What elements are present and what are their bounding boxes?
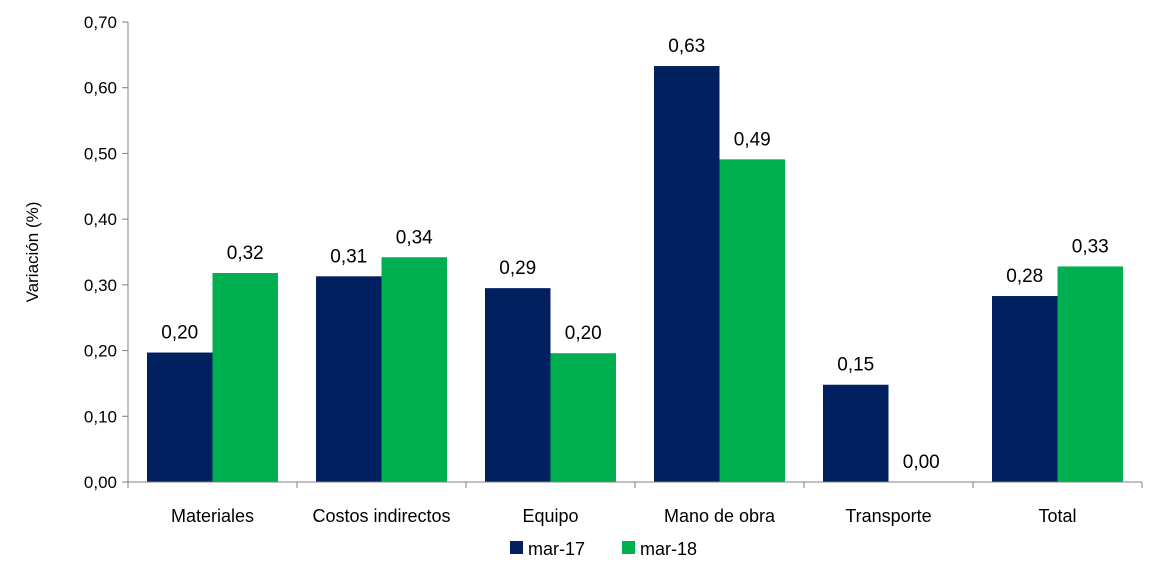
y-tick-label: 0,70	[84, 13, 117, 32]
data-label: 0,31	[330, 246, 367, 267]
y-tick-label: 0,10	[84, 407, 117, 426]
bar-mar-18	[212, 273, 278, 482]
data-label: 0,20	[565, 323, 602, 344]
data-label: 0,63	[668, 36, 705, 57]
bar-mar-17	[147, 352, 213, 482]
data-label: 0,32	[227, 243, 264, 264]
data-label: 0,28	[1006, 266, 1043, 287]
data-label: 0,33	[1072, 236, 1109, 257]
bar-mar-17	[485, 288, 551, 482]
data-label: 0,00	[903, 452, 940, 473]
x-tick-label: Mano de obra	[664, 506, 776, 526]
bar-mar-17	[316, 276, 382, 482]
x-tick-label: Materiales	[171, 506, 254, 526]
bar-mar-18	[550, 353, 616, 482]
bar-mar-17	[654, 66, 720, 483]
data-label: 0,49	[734, 129, 771, 150]
y-axis-title: Variación (%)	[23, 202, 42, 303]
y-tick-label: 0,50	[84, 144, 117, 163]
legend: mar-17 mar-18	[510, 539, 697, 559]
y-tick-label: 0,60	[84, 79, 117, 98]
bar-mar-18	[381, 257, 447, 482]
y-tick-label: 0,30	[84, 276, 117, 295]
y-tick-label: 0,40	[84, 210, 117, 229]
bar-mar-17	[992, 296, 1058, 482]
legend-label: mar-17	[528, 539, 585, 559]
data-label: 0,34	[396, 227, 433, 248]
legend-swatch-mar-18	[622, 541, 635, 554]
data-label: 0,20	[161, 323, 198, 344]
y-tick-label: 0,20	[84, 342, 117, 361]
bars	[147, 66, 1123, 483]
x-tick-label: Transporte	[845, 506, 931, 526]
x-tick-label: Total	[1038, 506, 1076, 526]
x-tick-label: Costos indirectos	[312, 506, 450, 526]
legend-swatch-mar-17	[510, 541, 523, 554]
y-tick-label: 0,00	[84, 473, 117, 492]
y-axis: 0,00 0,10 0,20 0,30 0,40 0,50 0,60 0,70	[84, 13, 129, 492]
x-tick-label: Equipo	[522, 506, 578, 526]
data-label: 0,29	[499, 258, 536, 279]
data-labels: 0,20 0,31 0,29 0,63 0,15 0,28 0,32 0,34 0,20 0,49…	[161, 36, 1108, 473]
bar-mar-18	[719, 159, 785, 483]
legend-label: mar-18	[640, 539, 697, 559]
x-axis: Materiales Costos indirectos Equipo Mano de…	[127, 481, 1143, 526]
data-label: 0,15	[837, 355, 874, 376]
bar-mar-18	[1057, 266, 1123, 482]
bar-mar-17	[823, 384, 889, 482]
